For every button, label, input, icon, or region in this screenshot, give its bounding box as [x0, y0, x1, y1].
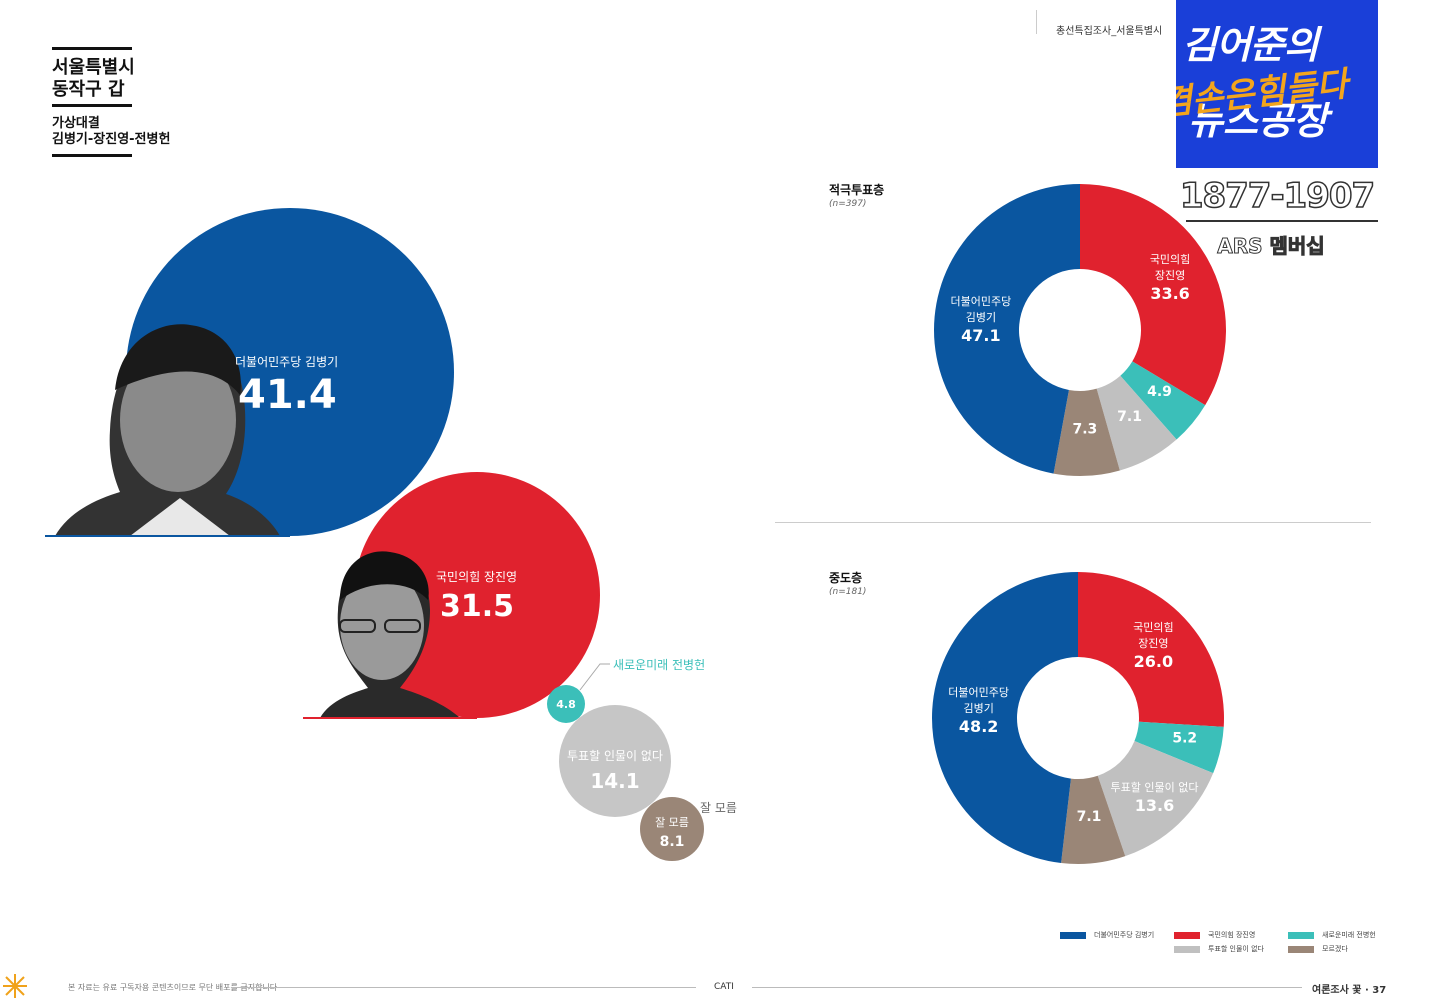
footer-notice: 본 자료는 유료 구독자용 콘텐츠이므로 무단 배포를 금지합니다 — [68, 983, 278, 992]
region-title-2: 동작구 갑 — [52, 79, 125, 100]
donut-label-democratic: 김병기 — [966, 311, 996, 324]
donut-label-ppp: 장진영 — [1138, 637, 1168, 650]
donut-label-unknown: 7.1 — [1077, 809, 1102, 825]
donut-label-ppp: 33.6 — [1150, 284, 1189, 303]
bubble-none — [559, 705, 671, 817]
donut1-n: (n=397) — [829, 199, 867, 209]
leader-line-new-future — [579, 663, 610, 691]
donut-label-none: 투표할 인물이 없다 — [1111, 781, 1199, 794]
donut-label-none: 7.1 — [1117, 409, 1142, 425]
footer-method: CATI — [714, 982, 734, 992]
donut-slice-ppp — [1078, 572, 1224, 727]
legend-item-new-future: 새로운미래 전병헌 — [1288, 930, 1376, 940]
donut-slice-none — [1096, 375, 1177, 471]
donut-label-ppp: 장진영 — [1155, 269, 1185, 282]
matchup-candidates: 김병기-장진영-전병헌 — [52, 132, 171, 147]
donut-label-ppp: 국민의힘 — [1133, 621, 1173, 634]
legend-swatch — [1174, 931, 1200, 939]
legend-label: 투표할 인물이 없다 — [1208, 945, 1264, 953]
bubble-chart: 더불어민주당 김병기 41.4 국민의힘 장진영 31.5 새로운미래 전병헌 … — [45, 208, 737, 861]
legend-item-democratic: 더불어민주당 김병기 — [1060, 930, 1154, 940]
bubble-label-new-future: 새로운미래 전병헌 — [613, 658, 705, 672]
donut2-title: 중도층 — [829, 571, 863, 585]
legend-label: 더불어민주당 김병기 — [1094, 931, 1155, 939]
legend-swatch — [1174, 945, 1200, 953]
legend-item-ppp: 국민의힘 장진영 — [1174, 930, 1255, 940]
bubble-new-future — [547, 685, 585, 723]
donut-label-democratic: 더불어민주당 — [951, 295, 1012, 308]
channel-name-1: 김어준의 — [1182, 23, 1319, 67]
legend-swatch — [1060, 931, 1086, 939]
donut-slice-democratic — [932, 572, 1078, 864]
bubble-unknown — [640, 797, 704, 861]
donut2-n: (n=181) — [829, 587, 867, 597]
sunburst-logo-icon — [3, 974, 27, 998]
footer-rule-left — [236, 987, 696, 988]
donut-slice-new-future — [1120, 361, 1206, 440]
page-number: 여론조사 꽃 · 37 — [1312, 985, 1387, 996]
footer-rule-right — [752, 987, 1302, 988]
bubble-label-democratic: 더불어민주당 김병기 — [235, 355, 338, 369]
ars-membership: ARS 멤버십 — [1217, 234, 1325, 259]
phone-underline — [1186, 220, 1378, 222]
header-rule-bottom — [52, 154, 132, 157]
running-head-rule — [1036, 10, 1037, 34]
donut-label-democratic: 김병기 — [963, 702, 993, 715]
phone-number: 1877-1907 — [1179, 175, 1376, 217]
bubble-label-unknown: 잘 모름 — [655, 816, 689, 829]
donut-slice-none — [1097, 741, 1214, 857]
legend-label: 국민의힘 장진영 — [1208, 931, 1256, 939]
legend-item-none: 투표할 인물이 없다 — [1174, 944, 1264, 954]
legend-label: 모르겠다 — [1322, 945, 1348, 953]
running-head: 총선특집조사_서울특별시 — [1056, 26, 1163, 37]
donut-label-unknown: 7.3 — [1072, 421, 1097, 437]
region-title-1: 서울특별시 — [52, 57, 135, 78]
channel-name-3: 뉴스공장 — [1188, 99, 1328, 143]
donut-label-democratic: 48.2 — [959, 717, 998, 736]
donut-slice-ppp — [1080, 184, 1226, 406]
legend-swatch — [1288, 945, 1314, 953]
donut-slice-unknown — [1053, 388, 1120, 476]
legend-item-unknown: 모르겠다 — [1288, 944, 1348, 954]
bubble-value-unknown: 8.1 — [660, 834, 685, 850]
donut-slice-new-future — [1134, 721, 1224, 774]
bubble-value-new-future: 4.8 — [556, 698, 576, 711]
legend-label: 새로운미래 전병헌 — [1322, 931, 1376, 939]
donut-slice-democratic — [933, 184, 1080, 474]
donut-label-democratic: 47.1 — [961, 326, 1000, 345]
candidate-photo-kim — [55, 324, 280, 536]
donut-label-none: 13.6 — [1135, 796, 1174, 815]
bubble-label-ppp: 국민의힘 장진영 — [436, 570, 517, 584]
donut1-title: 적극투표층 — [829, 183, 885, 197]
donut-divider — [775, 522, 1371, 523]
bubble-value-democratic: 41.4 — [238, 372, 337, 418]
bubble-value-ppp: 31.5 — [440, 589, 514, 624]
matchup-label: 가상대결 — [52, 116, 100, 131]
header-rule-mid — [52, 104, 132, 107]
bubble-outside-label-unknown: 잘 모름 — [700, 801, 737, 815]
donut-label-democratic: 더불어민주당 — [948, 686, 1009, 699]
donut-label-new-future: 4.9 — [1147, 384, 1172, 400]
bubble-label-none: 투표할 인물이 없다 — [567, 749, 663, 763]
legend-swatch — [1288, 931, 1314, 939]
donut-label-ppp: 26.0 — [1134, 652, 1173, 671]
donut-label-new-future: 5.2 — [1172, 730, 1197, 746]
candidate-photo-jang — [320, 551, 460, 718]
header-rule-top — [52, 47, 132, 50]
bubble-value-none: 14.1 — [590, 769, 639, 793]
donut-slice-unknown — [1061, 775, 1126, 864]
donut-label-ppp: 국민의힘 — [1150, 253, 1190, 266]
channel-badge: 김어준의 뉴스공장 겸손은힘들다 — [1176, 0, 1378, 168]
